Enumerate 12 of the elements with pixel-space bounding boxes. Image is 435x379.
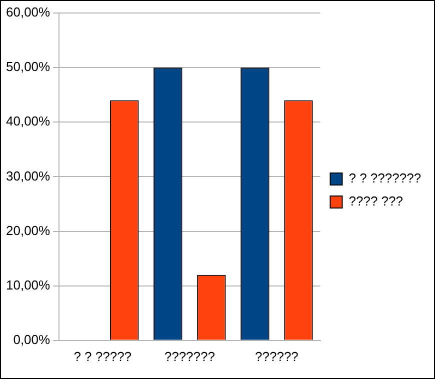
y-tick-label: 30,00%	[6, 168, 51, 184]
y-tick-label: 10,00%	[6, 277, 51, 292]
x-tick-label: ? ? ?????	[74, 348, 132, 364]
y-tick-label: 60,00%	[6, 4, 51, 20]
y-tick-label: 20,00%	[6, 222, 51, 238]
y-tick-label: 0,00%	[13, 332, 51, 347]
legend-label: ? ? ???????	[348, 170, 422, 186]
y-tick-label: 40,00%	[6, 114, 51, 129]
x-tick-label: ???????	[164, 348, 215, 364]
legend-label: ???? ???	[348, 194, 403, 209]
x-tick-label: ??????	[255, 348, 298, 364]
y-tick-label: 50,00%	[6, 59, 51, 74]
